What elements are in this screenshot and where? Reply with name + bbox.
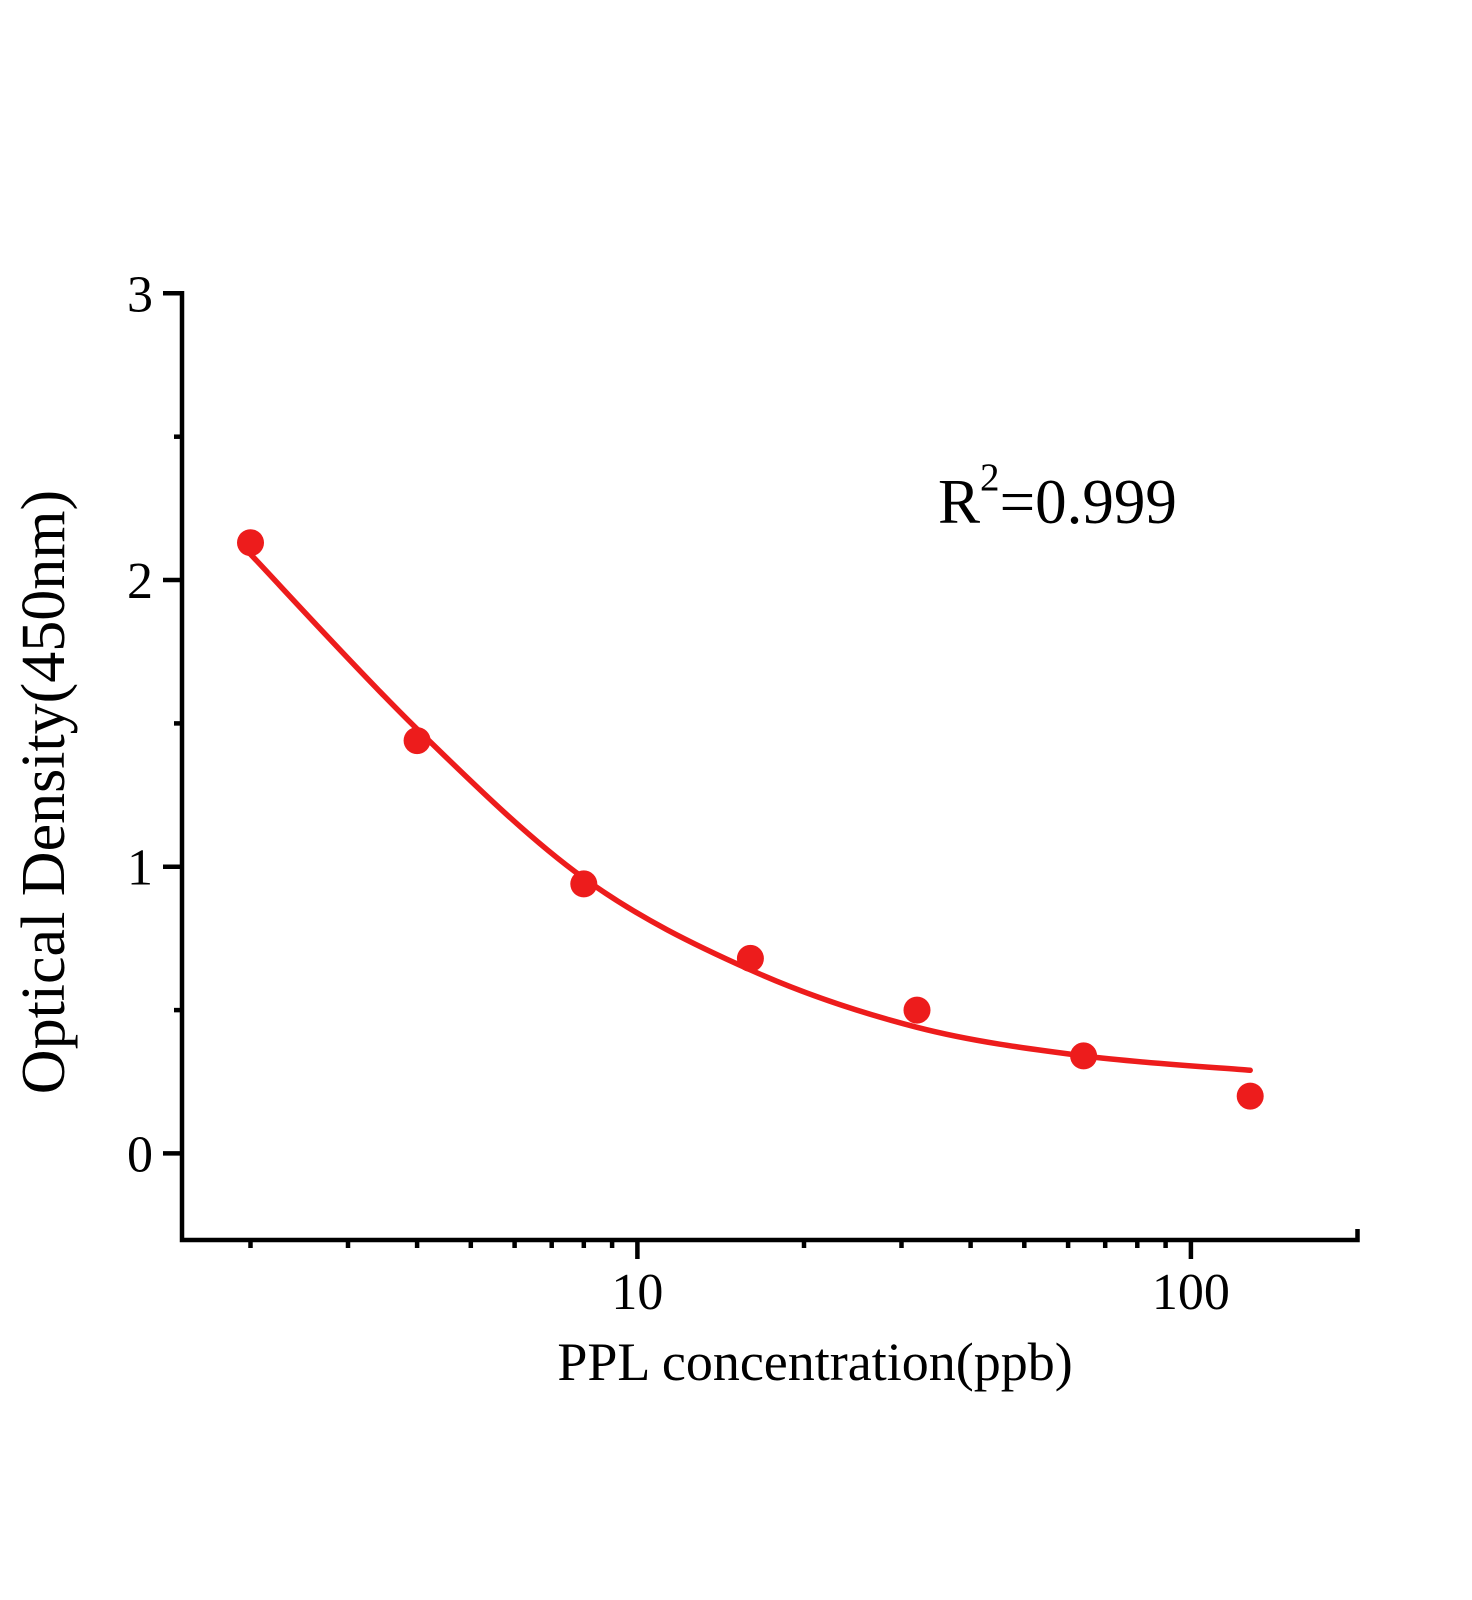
y-tick-label: 3: [127, 266, 153, 323]
data-point: [903, 996, 931, 1024]
r-squared-annotation: R2=0.999: [938, 458, 1177, 534]
r-squared-superscript: 2: [980, 455, 1000, 499]
data-point: [403, 727, 431, 755]
data-point: [1070, 1042, 1098, 1070]
r-squared-value: =0.999: [999, 467, 1177, 537]
x-tick-label: 10: [611, 1264, 663, 1321]
x-axis-title: PPL concentration(ppb): [557, 1332, 1073, 1392]
axis-lines: [179, 291, 1360, 1243]
x-tick-label: 100: [1152, 1264, 1230, 1321]
r-squared-base: R: [938, 467, 981, 537]
y-tick-label: 1: [127, 840, 153, 897]
data-point: [237, 529, 264, 557]
fit-curve: [247, 551, 1253, 1074]
data-point: [736, 944, 764, 972]
y-axis-title: Optical Density(450nm): [10, 489, 78, 1095]
y-tick-label: 2: [127, 553, 153, 610]
data-point: [570, 870, 598, 898]
data-point: [1236, 1082, 1264, 1110]
y-tick-label: 0: [127, 1126, 153, 1183]
